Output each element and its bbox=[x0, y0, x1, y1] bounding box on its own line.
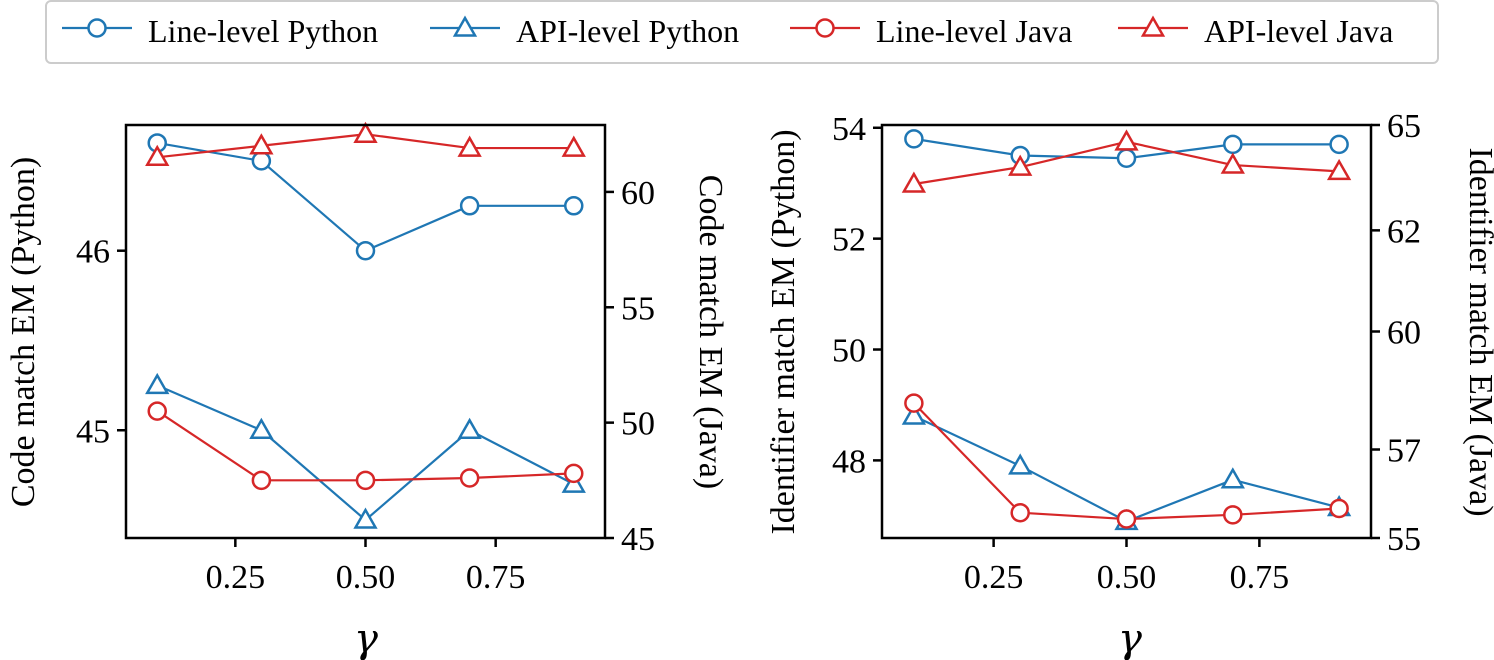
data-point-line-level-java bbox=[149, 403, 166, 420]
data-point-line-level-python bbox=[253, 152, 270, 169]
series-api-level-java bbox=[147, 124, 584, 165]
y-left-tick-label: 45 bbox=[76, 413, 110, 450]
y-right-tick-label: 60 bbox=[1387, 315, 1421, 352]
x-tick-label: 0.75 bbox=[466, 559, 526, 596]
chart-code-match: Code match EM (Python) Code match EM (Ja… bbox=[5, 124, 729, 660]
data-point-line-level-python bbox=[1118, 150, 1135, 167]
chart-identifier-match: Identifier match EM (Python) Identifier … bbox=[765, 108, 1494, 660]
x-tick-label: 0.25 bbox=[206, 559, 266, 596]
data-point-api-level-python bbox=[147, 375, 167, 393]
data-point-line-level-java bbox=[461, 470, 478, 487]
data-point-line-level-python bbox=[1331, 136, 1348, 153]
legend-marker-line-level-python bbox=[89, 20, 106, 37]
data-point-api-level-java bbox=[356, 124, 376, 142]
y-right-tick-label: 50 bbox=[621, 406, 655, 443]
y-left-tick-label: 46 bbox=[76, 234, 110, 271]
series-line-line-level-python bbox=[157, 143, 574, 251]
y-left-tick-label: 54 bbox=[832, 111, 866, 148]
legend-label-line-level-java: Line-level Java bbox=[876, 13, 1072, 49]
series-line-level-java bbox=[149, 403, 583, 489]
data-point-api-level-python bbox=[460, 420, 480, 438]
y-axis-label-right: Identifier match EM (Java) bbox=[1462, 147, 1494, 516]
series-api-level-python bbox=[147, 375, 584, 527]
y-axis-label-left: Code match EM (Python) bbox=[5, 157, 42, 507]
series-line-level-java bbox=[905, 395, 1347, 528]
data-point-line-level-python bbox=[905, 130, 922, 147]
y-right-tick-label: 45 bbox=[621, 521, 655, 558]
data-point-line-level-python bbox=[565, 197, 582, 214]
y-axis-label-right: Code match EM (Java) bbox=[692, 175, 729, 489]
y-right-tick-label: 60 bbox=[621, 175, 655, 212]
data-point-api-level-python bbox=[251, 420, 271, 438]
data-point-line-level-java bbox=[1331, 500, 1348, 517]
data-point-line-level-java bbox=[1118, 511, 1135, 528]
x-tick-label: 0.50 bbox=[1097, 559, 1157, 596]
data-point-line-level-java bbox=[253, 472, 270, 489]
data-point-line-level-java bbox=[357, 472, 374, 489]
plot-frame bbox=[882, 125, 1371, 538]
y-right-tick-label: 55 bbox=[621, 290, 655, 327]
y-left-tick-label: 52 bbox=[832, 222, 866, 259]
series-line-line-level-java bbox=[157, 411, 574, 480]
x-tick-label: 0.25 bbox=[964, 559, 1024, 596]
data-point-line-level-python bbox=[357, 242, 374, 259]
data-point-line-level-python bbox=[461, 197, 478, 214]
data-point-line-level-java bbox=[565, 465, 582, 482]
y-right-tick-label: 57 bbox=[1387, 433, 1421, 470]
legend-marker-line-level-java bbox=[817, 20, 834, 37]
y-right-tick-label: 65 bbox=[1387, 108, 1421, 145]
y-left-tick-label: 48 bbox=[832, 443, 866, 480]
data-point-line-level-java bbox=[1012, 504, 1029, 521]
figure-canvas: Line-level Python API-level Python Line-… bbox=[0, 0, 1494, 660]
x-axis-label: γ bbox=[354, 616, 378, 660]
data-point-api-level-java bbox=[564, 138, 584, 156]
x-tick-label: 0.75 bbox=[1230, 559, 1290, 596]
y-right-tick-label: 62 bbox=[1387, 213, 1421, 250]
x-tick-label: 0.50 bbox=[336, 559, 396, 596]
y-right-tick-label: 55 bbox=[1387, 521, 1421, 558]
y-axis-label-left: Identifier match EM (Python) bbox=[765, 129, 802, 534]
data-point-line-level-java bbox=[1224, 506, 1241, 523]
data-point-api-level-python bbox=[1010, 456, 1030, 474]
legend-label-line-level-python: Line-level Python bbox=[148, 13, 378, 49]
legend: Line-level Python API-level Python Line-… bbox=[46, 1, 1438, 63]
legend-label-api-level-python: API-level Python bbox=[516, 13, 739, 49]
series-line-level-python bbox=[149, 134, 583, 259]
data-point-line-level-java bbox=[905, 395, 922, 412]
data-point-api-level-java bbox=[1117, 132, 1137, 150]
series-line-line-level-java bbox=[914, 403, 1339, 519]
x-axis-label: γ bbox=[1118, 616, 1142, 660]
data-point-line-level-python bbox=[1224, 136, 1241, 153]
data-point-api-level-python bbox=[1223, 470, 1243, 488]
legend-label-api-level-java: API-level Java bbox=[1204, 13, 1393, 49]
y-left-tick-label: 50 bbox=[832, 333, 866, 370]
